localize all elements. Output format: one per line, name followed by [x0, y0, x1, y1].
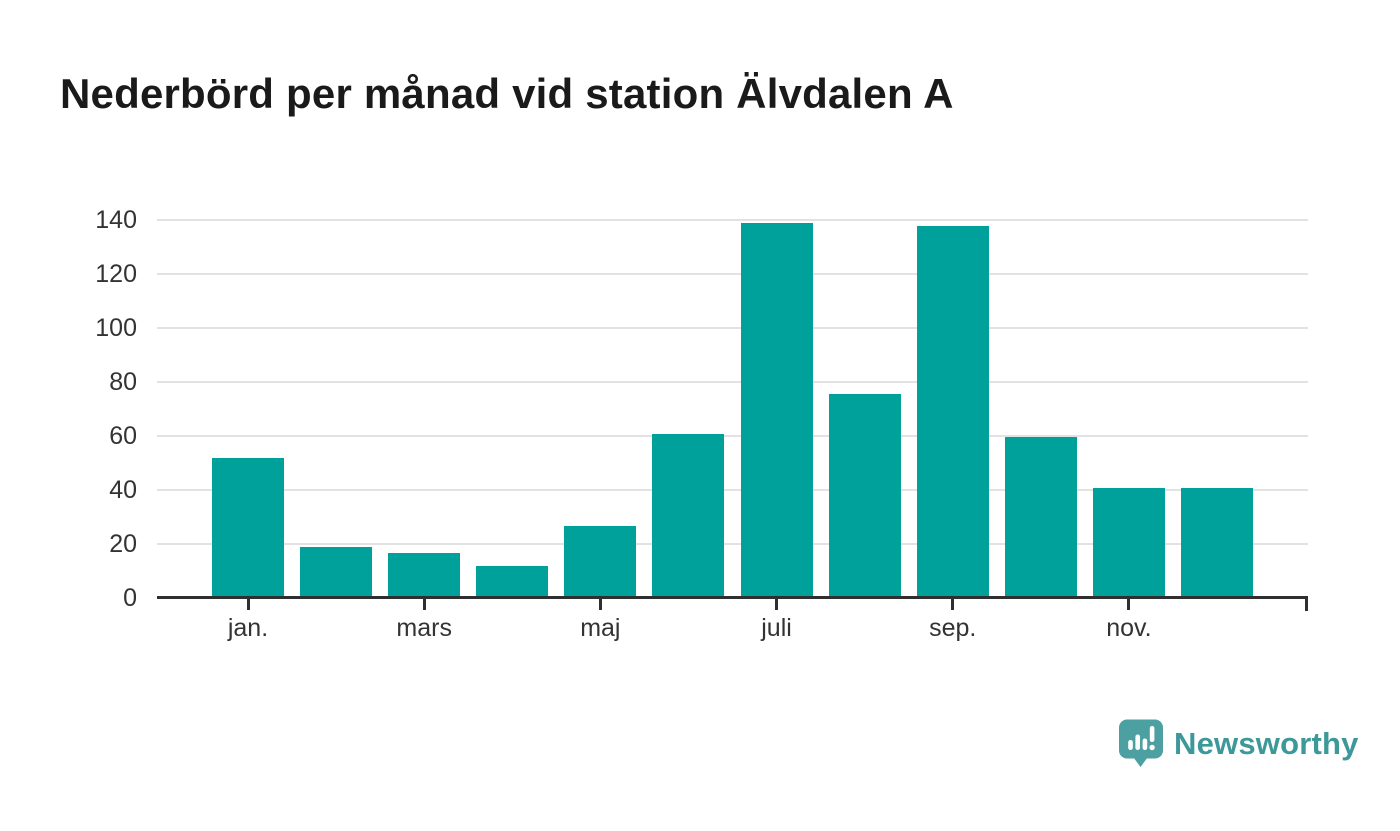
- newsworthy-logo-text: Newsworthy: [1174, 725, 1359, 761]
- bar: [916, 226, 989, 596]
- gridline: [157, 218, 1308, 221]
- y-tick-label: 60: [109, 421, 137, 450]
- gridline: [157, 542, 1308, 545]
- x-tick-label: juli: [761, 614, 792, 642]
- y-tick-label: 120: [95, 259, 137, 288]
- bar: [1181, 488, 1253, 596]
- newsworthy-logo-icon: [1119, 719, 1163, 767]
- bar: [1092, 488, 1165, 596]
- gridline: [157, 380, 1308, 383]
- bar: [740, 223, 813, 596]
- gridline: [157, 488, 1308, 491]
- x-axis-tick: [246, 599, 250, 610]
- x-axis-end-tick: [1305, 596, 1308, 611]
- x-axis-tick: [1127, 599, 1131, 610]
- bar: [1004, 436, 1077, 596]
- x-tick-label: jan.: [227, 614, 269, 642]
- bar: [828, 393, 901, 596]
- y-tick-label: 40: [109, 475, 137, 504]
- bar: [212, 458, 284, 596]
- y-tick-label: 100: [95, 313, 137, 342]
- bar: [564, 525, 637, 596]
- x-tick-label: sep.: [929, 614, 977, 642]
- x-axis-tick: [422, 599, 426, 610]
- x-axis-tick: [951, 599, 955, 610]
- x-axis-tick: [775, 599, 779, 610]
- gridline: [157, 326, 1308, 329]
- bar: [652, 434, 725, 596]
- y-tick-label: 80: [109, 367, 137, 396]
- bar: [300, 547, 373, 596]
- gridline: [157, 434, 1308, 437]
- bar: [476, 566, 549, 596]
- gridline: [157, 272, 1308, 275]
- x-tick-label: maj: [580, 614, 621, 642]
- y-tick-label: 0: [123, 583, 137, 612]
- y-tick-label: 140: [95, 205, 137, 234]
- chart-title: Nederbörd per månad vid station Älvdalen…: [60, 70, 954, 117]
- x-axis-tick: [598, 599, 602, 610]
- x-axis-line: [157, 596, 1308, 599]
- x-tick-label: nov.: [1106, 614, 1152, 642]
- bar: [388, 552, 461, 596]
- newsworthy-logo: Newsworthy: [1118, 719, 1359, 768]
- y-tick-label: 20: [109, 529, 137, 558]
- x-tick-label: mars: [396, 614, 452, 642]
